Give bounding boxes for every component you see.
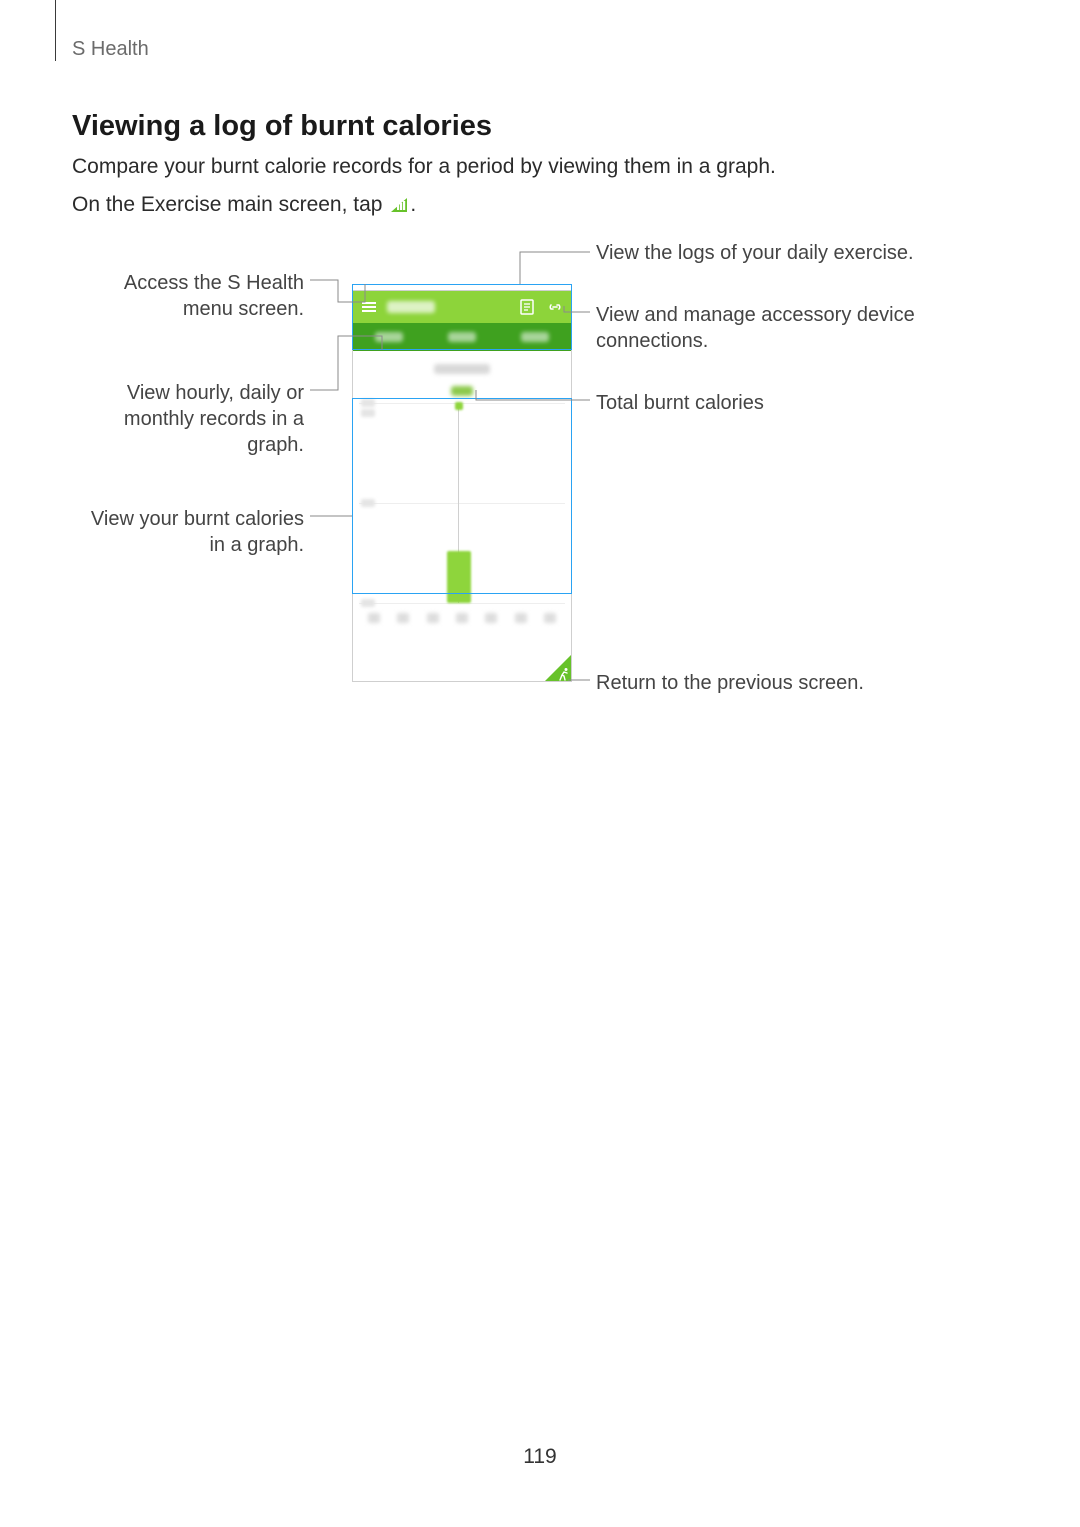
app-title-blur	[387, 301, 435, 313]
period-tabs[interactable]	[353, 323, 571, 351]
header-rule	[55, 0, 56, 61]
y-axis-label-blur	[361, 499, 375, 507]
chart-top-marker	[455, 402, 463, 410]
x-tick-blur	[427, 613, 439, 623]
breadcrumb: S Health	[72, 38, 149, 61]
x-tick-blur	[456, 613, 468, 623]
total-label-blur	[353, 361, 571, 379]
intro-paragraph: Compare your burnt calorie records for a…	[72, 152, 776, 182]
y-axis-label-blur	[361, 599, 375, 607]
callout-return: Return to the previous screen.	[596, 670, 936, 696]
chart-bar	[447, 551, 471, 603]
annotated-screenshot: Access the S Health menu screen. View ho…	[72, 230, 1008, 730]
x-tick-blur	[544, 613, 556, 623]
runner-icon	[556, 667, 570, 681]
tab-label-blur	[375, 332, 403, 342]
callout-total: Total burnt calories	[596, 390, 936, 416]
x-axis-labels	[359, 611, 565, 625]
callout-menu: Access the S Health menu screen.	[72, 270, 304, 322]
instruction-text-post: .	[410, 193, 416, 216]
calorie-bar-chart	[359, 403, 565, 603]
tab-hour[interactable]	[353, 323, 426, 351]
callout-logs: View the logs of your daily exercise.	[596, 240, 936, 266]
x-tick-blur	[515, 613, 527, 623]
app-header	[353, 291, 571, 323]
y-axis-label-blur	[361, 399, 375, 407]
tab-month[interactable]	[498, 323, 571, 351]
accessory-link-icon[interactable]	[545, 297, 565, 317]
x-tick-blur	[485, 613, 497, 623]
section-heading: Viewing a log of burnt calories	[72, 110, 492, 143]
callout-graph: View your burnt calories in a graph.	[72, 506, 304, 558]
chart-triangle-icon	[390, 192, 408, 222]
tab-label-blur	[448, 332, 476, 342]
phone-frame	[352, 290, 572, 682]
exercise-log-icon[interactable]	[517, 297, 537, 317]
x-tick-blur	[368, 613, 380, 623]
tab-label-blur	[521, 332, 549, 342]
instruction-text-pre: On the Exercise main screen, tap	[72, 193, 388, 216]
tab-day[interactable]	[426, 323, 499, 351]
manual-page: S Health Viewing a log of burnt calories…	[0, 0, 1080, 1527]
total-value-blur	[353, 383, 571, 401]
page-number: 119	[0, 1445, 1080, 1469]
callout-tabs: View hourly, daily or monthly records in…	[72, 380, 304, 458]
instruction-paragraph: On the Exercise main screen, tap .	[72, 190, 416, 222]
callout-link: View and manage accessory device connect…	[596, 302, 936, 354]
x-tick-blur	[397, 613, 409, 623]
y-axis-label-blur	[361, 409, 375, 417]
hamburger-menu-icon[interactable]	[359, 297, 379, 317]
